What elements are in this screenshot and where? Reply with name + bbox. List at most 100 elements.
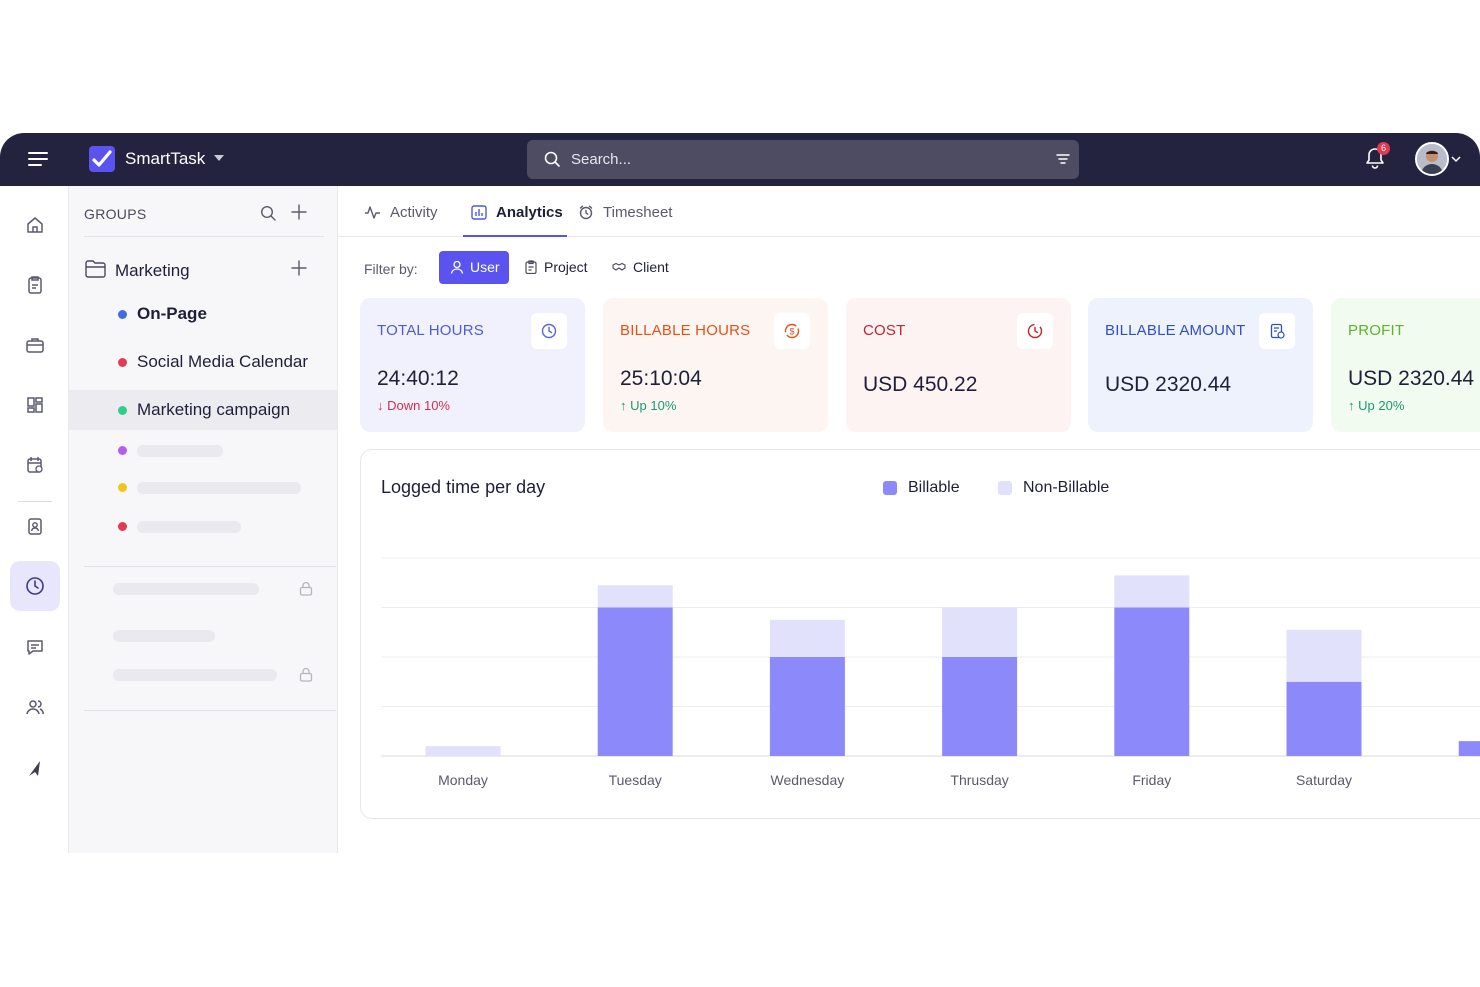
stat-value: USD 450.22 (863, 373, 978, 396)
top-bar: SmartTask 6 (0, 133, 1480, 186)
nav-contacts[interactable] (10, 501, 60, 551)
nav-calendar-settings[interactable] (10, 440, 60, 490)
search-filter-icon[interactable] (1056, 153, 1070, 165)
bar-billable-friday[interactable] (1114, 607, 1190, 757)
x-tick-label: Friday (1132, 772, 1171, 788)
rocket-icon (29, 761, 40, 776)
analytics-icon (471, 205, 487, 220)
project-on-page[interactable]: On-Page (69, 294, 337, 334)
tab-label: Timesheet (603, 204, 673, 221)
placeholder-bar (113, 630, 215, 642)
legend-swatch (883, 481, 897, 495)
bar-non-billable-monday[interactable] (425, 746, 501, 756)
workspace-name[interactable]: SmartTask (125, 149, 206, 168)
stat-value: USD 2320.44 (1105, 373, 1232, 396)
legend-label: Billable (908, 479, 960, 496)
stat-value: 24:40:12 (377, 367, 459, 390)
project-social-media-calendar[interactable]: Social Media Calendar (69, 342, 337, 382)
placeholder-bar (113, 669, 277, 681)
stat-delta: ↑ Up 10% (620, 398, 676, 413)
icon-sidebar (0, 186, 69, 853)
stat-title: TOTAL HOURS (377, 322, 484, 339)
stat-icon-button[interactable] (531, 313, 567, 349)
x-tick-label: Saturday (1296, 772, 1352, 788)
nav-launch[interactable] (10, 743, 60, 793)
add-group-icon[interactable] (291, 204, 307, 220)
search-input[interactable] (571, 148, 1041, 170)
placeholder-bar (137, 445, 223, 457)
tab-timesheet[interactable]: Timesheet (578, 186, 678, 237)
hamburger-menu-icon[interactable] (28, 150, 48, 168)
search-bar (527, 140, 1079, 179)
user-icon (450, 260, 464, 274)
stat-icon-button[interactable] (1259, 313, 1295, 349)
groups-divider (84, 236, 324, 237)
activity-icon (365, 206, 380, 219)
stat-title: COST (863, 322, 906, 339)
nav-chat[interactable] (10, 622, 60, 672)
bar-non-billable-wednesday[interactable] (769, 619, 845, 657)
stat-delta: ↓ Down 10% (377, 398, 450, 413)
nav-projects[interactable] (10, 320, 60, 370)
tab-analytics[interactable]: Analytics (471, 186, 567, 237)
smarttask-logo-icon (89, 146, 115, 172)
main-content: Activity Analytics Timesheet Filter by: … (338, 186, 1480, 853)
bar-billable-su[interactable] (1458, 741, 1480, 756)
add-project-icon[interactable] (291, 260, 307, 276)
stat-delta: ↑ Up 20% (1348, 398, 1404, 413)
bar-non-billable-thrusday[interactable] (942, 607, 1018, 658)
nav-time-tracking[interactable] (10, 561, 60, 611)
groups-search-icon[interactable] (260, 205, 276, 221)
stat-icon-button[interactable] (1017, 313, 1053, 349)
workspace-caret-icon[interactable] (213, 153, 225, 163)
nav-tasks[interactable] (10, 260, 60, 310)
placeholder-bar (137, 521, 241, 533)
stat-card-total-hours: TOTAL HOURS 24:40:12 ↓ Down 10% (360, 298, 585, 432)
folder-marketing[interactable]: Marketing (115, 261, 190, 280)
x-tick-label: Tuesday (609, 772, 662, 788)
project-color-dot (118, 406, 127, 415)
home-icon (27, 217, 43, 233)
filter-project-button[interactable]: Project (516, 251, 596, 284)
x-tick-label: Monday (438, 772, 488, 788)
app-window: SmartTask 6 (0, 133, 1480, 853)
groups-divider (84, 566, 336, 567)
bar-billable-saturday[interactable] (1286, 681, 1362, 756)
filter-user-button[interactable]: User (439, 251, 509, 284)
filter-label: Filter by: (364, 261, 418, 277)
stat-delta-text: Down 10% (387, 398, 450, 413)
x-tick-label: Thrusday (950, 772, 1008, 788)
bar-non-billable-saturday[interactable] (1286, 629, 1362, 682)
view-tabs: Activity Analytics Timesheet (338, 186, 1480, 237)
placeholder-bar (113, 583, 259, 595)
clock-icon (541, 323, 557, 339)
chat-icon (27, 640, 43, 655)
groups-divider (84, 710, 336, 711)
dashboard-icon (27, 397, 43, 413)
filter-client-button[interactable]: Client (604, 251, 680, 284)
clipboard-icon (28, 276, 42, 294)
stat-icon-button[interactable]: $ (774, 313, 810, 349)
bar-non-billable-friday[interactable] (1114, 575, 1190, 608)
nav-home[interactable] (10, 200, 60, 250)
clock-icon (26, 577, 44, 595)
nav-team[interactable] (10, 682, 60, 732)
tab-activity[interactable]: Activity (364, 186, 454, 237)
nav-dashboard[interactable] (10, 380, 60, 430)
user-avatar[interactable] (1415, 142, 1449, 176)
clock-cost-icon (1027, 323, 1043, 339)
stat-delta-text: Up 20% (1358, 398, 1405, 413)
briefcase-icon (26, 338, 44, 353)
stat-title: PROFIT (1348, 322, 1405, 339)
bar-billable-tuesday[interactable] (597, 607, 673, 757)
x-tick-label: Wednesday (771, 772, 845, 788)
project-marketing-campaign[interactable]: Marketing campaign (69, 390, 337, 430)
placeholder-dot (118, 483, 127, 492)
bar-non-billable-tuesday[interactable] (597, 585, 673, 608)
timesheet-icon (579, 205, 593, 220)
placeholder-dot (118, 446, 127, 455)
bar-billable-thrusday[interactable] (942, 657, 1018, 756)
account-caret-icon[interactable] (1451, 155, 1461, 163)
logged-time-chart-panel: Monday Tuesday Wednesday Thrusday Friday Satu… (360, 449, 1480, 819)
bar-billable-wednesday[interactable] (769, 657, 845, 756)
